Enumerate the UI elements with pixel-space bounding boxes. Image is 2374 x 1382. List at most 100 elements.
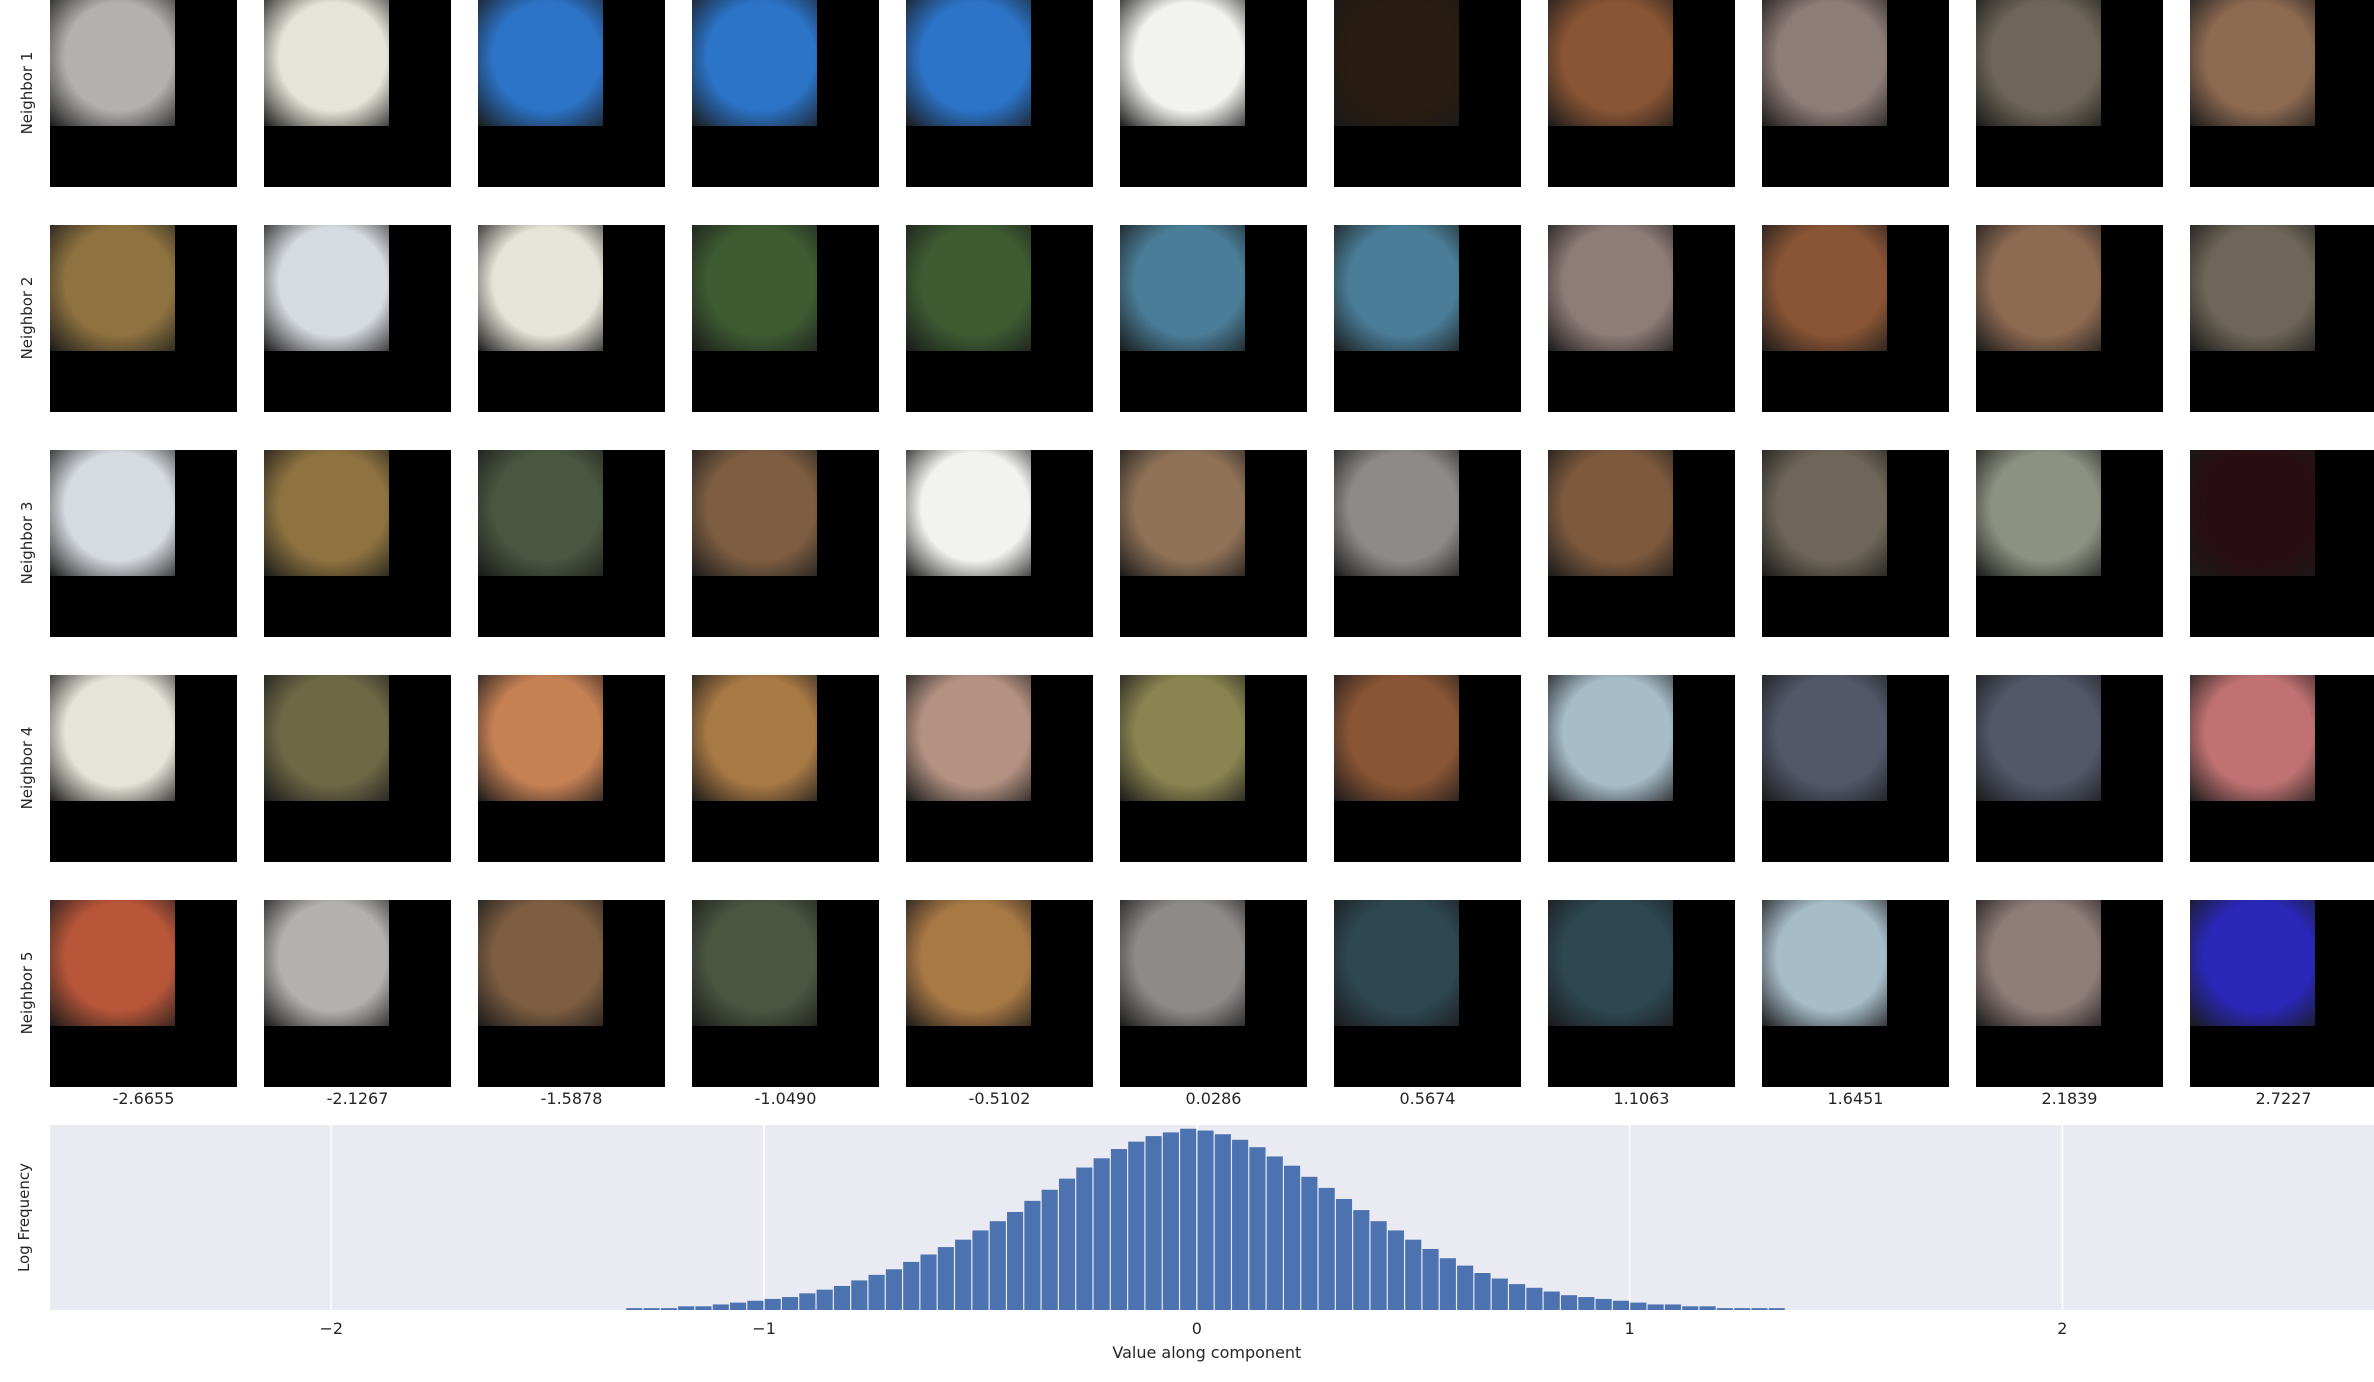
column-value-label: -2.6655 [112,1089,175,1108]
image-patch [1548,225,1673,351]
neighbor-image [1120,900,1307,1087]
neighbor-image [1120,675,1307,862]
image-patch [692,450,817,576]
histogram-bar [903,1261,920,1310]
image-patch [1762,450,1887,576]
histogram-bar [1526,1287,1543,1310]
image-patch [264,0,389,126]
histogram-bar [695,1306,712,1310]
column-value-label: 2.7227 [2255,1089,2312,1108]
histogram-bar [1058,1178,1076,1310]
image-patch [692,225,817,351]
image-patch [1548,900,1673,1026]
histogram-bar [1509,1284,1526,1310]
histogram-bar [1145,1136,1162,1310]
image-patch [50,675,175,801]
image-patch [478,0,603,126]
histogram-bar [1093,1158,1110,1310]
histogram-bar [1318,1187,1335,1310]
neighbor-image [1334,450,1521,637]
row-label-text: Neighbor 2 [18,276,36,360]
column-value-label: -0.5102 [968,1089,1031,1108]
histogram-bar [1197,1130,1214,1310]
neighbor-image [50,900,237,1087]
histogram-bar [1664,1304,1681,1310]
histogram-bar [1491,1278,1508,1310]
x-tick-labels: −2 −1 0 1 2 [320,1319,2068,1338]
histogram-bar [626,1308,643,1310]
histogram-bar [1301,1176,1318,1310]
image-patch [1120,0,1245,126]
neighbor-image [692,0,879,187]
histogram-bar [1024,1200,1041,1310]
image-patch [2190,675,2315,801]
row-label-neighbor-2: Neighbor 2 [12,225,42,411]
image-patch [478,675,603,801]
row-label-neighbor-4: Neighbor 4 [12,675,42,861]
neighbor-image [2190,225,2374,412]
image-patch [1334,675,1459,801]
image-patch [1334,225,1459,351]
image-patch [906,225,1031,351]
image-patch [1548,450,1673,576]
image-patch [264,900,389,1026]
image-patch [692,0,817,126]
histogram-bar [643,1308,660,1310]
neighbor-image [2190,675,2374,862]
column-value-label: -2.1267 [326,1089,389,1108]
column-value-label: 2.1839 [2041,1089,2098,1108]
neighbor-image [692,450,879,637]
image-patch [1762,0,1887,126]
image-patch [906,675,1031,801]
histogram-bar [955,1239,972,1310]
neighbor-image [50,0,237,187]
neighbor-image [50,675,237,862]
image-patch [1976,900,2101,1026]
neighbor-image [1334,675,1521,862]
neighbor-image [1120,0,1307,187]
neighbor-image [1334,0,1521,187]
neighbor-image [906,225,1093,412]
neighbor-image [906,450,1093,637]
row-label-neighbor-5: Neighbor 5 [12,900,42,1086]
histogram-bar [1768,1308,1785,1310]
histogram-bar [747,1300,764,1310]
row-label-neighbor-1: Neighbor 1 [12,0,42,186]
histogram-bar [989,1221,1006,1310]
histogram-bar [1543,1291,1560,1310]
histogram-bar [1180,1128,1197,1310]
x-tick-label: −1 [752,1319,776,1338]
histogram-bar [799,1293,816,1310]
image-patch [478,225,603,351]
histogram-bar [1474,1273,1491,1310]
neighbor-image [478,900,665,1087]
neighbor-image [1548,450,1735,637]
row-label-text: Neighbor 5 [18,951,36,1035]
x-tick-label: 0 [1192,1319,1202,1338]
neighbor-image [478,0,665,187]
histogram-bar [1422,1248,1439,1310]
neighbor-image [264,225,451,412]
histogram-bar [1128,1141,1145,1310]
neighbor-image [1976,450,2163,637]
histogram-bar [972,1230,989,1310]
histogram-bar [920,1254,937,1310]
histogram-bar [1699,1306,1716,1310]
image-patch [692,900,817,1026]
image-patch [1334,450,1459,576]
row-label-neighbor-3: Neighbor 3 [12,450,42,636]
y-axis-label: Log Frequency [15,1163,33,1272]
image-patch [692,675,817,801]
image-patch [1120,450,1245,576]
histogram-bar [1560,1295,1578,1310]
neighbor-image [1120,450,1307,637]
row-label-text: Neighbor 1 [18,51,36,135]
neighbor-image [478,675,665,862]
neighbor-image [1976,225,2163,412]
neighbor-image [1334,225,1521,412]
image-patch [264,450,389,576]
histogram-bar [1335,1199,1353,1310]
histogram-bar [1370,1221,1387,1310]
histogram-bar [833,1285,851,1310]
histogram-bar [1162,1132,1179,1310]
